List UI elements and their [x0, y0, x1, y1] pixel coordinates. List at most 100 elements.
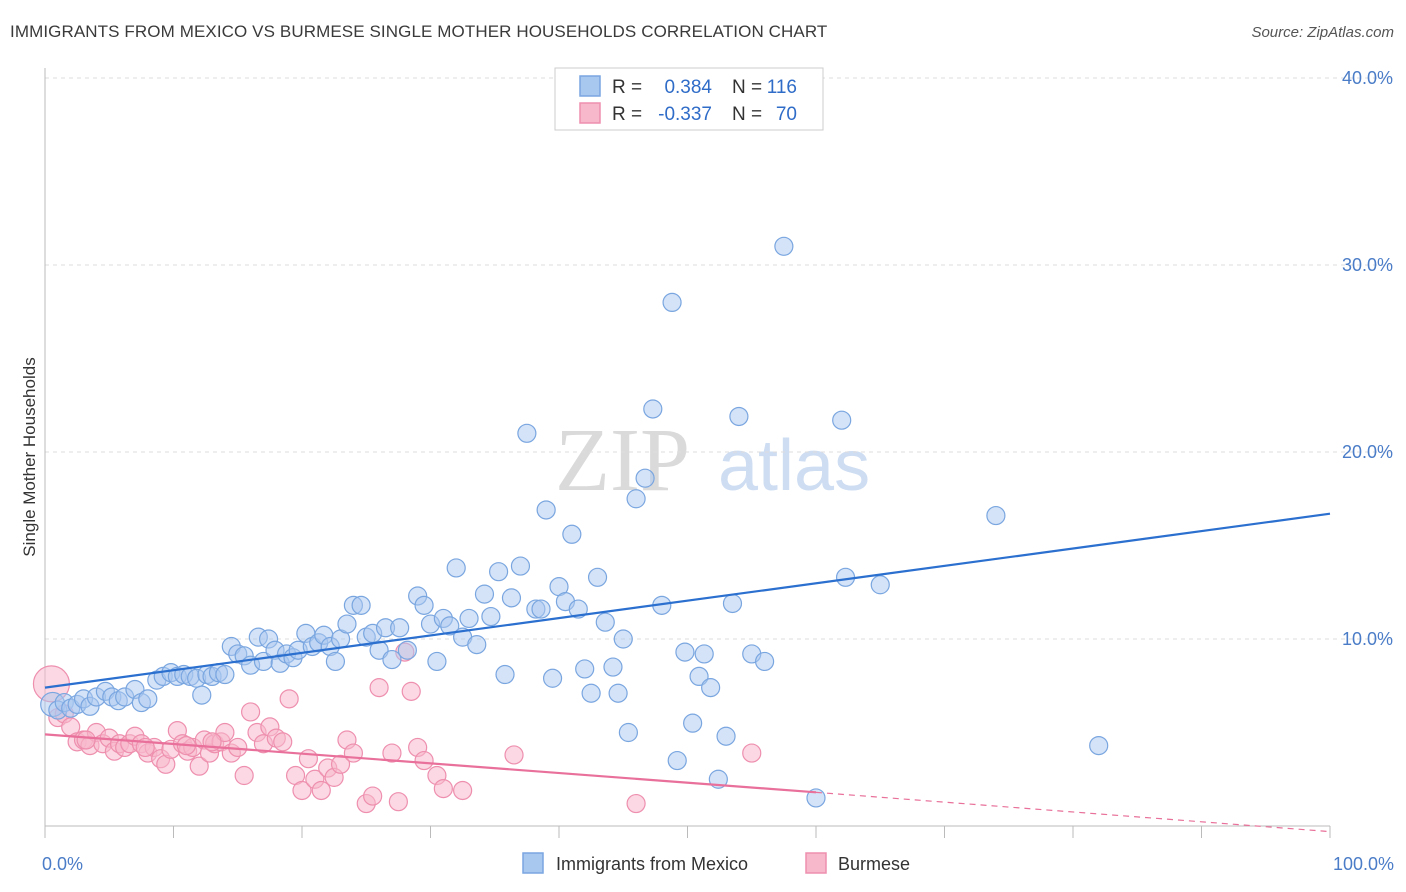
- mexico-point: [414, 595, 434, 615]
- legend-r-value-mexico: 0.384: [664, 77, 712, 98]
- x-tick-label-max: 100.0%: [1333, 854, 1394, 874]
- series-legend-label-mexico: Immigrants from Mexico: [556, 854, 748, 874]
- burmese-trend-extension: [815, 791, 1331, 833]
- mexico-point: [832, 410, 852, 430]
- mexico-point: [459, 608, 479, 629]
- mexico-point: [517, 423, 537, 443]
- mexico-point: [675, 642, 695, 662]
- y-axis-label: Single Mother Households: [20, 357, 39, 556]
- burmese-point: [742, 743, 762, 763]
- mexico-point: [501, 588, 522, 608]
- burmese-point: [298, 749, 319, 769]
- mexico-point: [603, 657, 623, 677]
- mexico-point: [489, 562, 509, 582]
- mexico-point: [427, 651, 447, 672]
- y-tick-label: 40.0%: [1342, 68, 1393, 88]
- burmese-trend-line: [44, 733, 817, 794]
- burmese-series: [32, 642, 762, 814]
- mexico-point: [575, 659, 595, 679]
- burmese-point: [414, 750, 434, 771]
- burmese-point: [273, 732, 293, 752]
- mexico-point: [542, 668, 563, 688]
- trend-lines: [44, 512, 1331, 833]
- series-legend-swatch-mexico: [522, 852, 544, 874]
- x-ticks: [44, 826, 1331, 838]
- mexico-point: [1089, 735, 1109, 756]
- watermark-zip: ZIP: [555, 411, 690, 510]
- legend-r-value-burmese: -0.337: [658, 104, 712, 125]
- burmese-point: [215, 722, 235, 743]
- mexico-point: [683, 713, 703, 733]
- mexico-point: [613, 629, 633, 649]
- mexico-point: [325, 651, 346, 672]
- stats-legend: R = 0.384 N = 116 R = -0.337 N = 70: [554, 67, 824, 131]
- burmese-point: [453, 780, 473, 801]
- mexico-point: [440, 616, 460, 636]
- mexico-point: [192, 685, 212, 705]
- burmese-point: [234, 765, 254, 786]
- legend-r-label-burmese: R =: [612, 104, 642, 125]
- legend-n-value-burmese: 70: [776, 104, 797, 125]
- mexico-point: [716, 726, 736, 746]
- mexico-point: [587, 567, 608, 587]
- burmese-point: [279, 689, 299, 709]
- burmese-point: [433, 778, 453, 799]
- mexico-point: [774, 236, 794, 256]
- mexico-point: [626, 489, 646, 509]
- chart-source: Source: ZipAtlas.com: [1251, 24, 1394, 41]
- legend-swatch-burmese: [579, 102, 601, 124]
- y-tick-label: 20.0%: [1342, 442, 1393, 462]
- mexico-point: [667, 750, 687, 771]
- burmese-point: [382, 743, 402, 763]
- grid: [45, 77, 1392, 640]
- y-tick-label: 30.0%: [1342, 255, 1393, 275]
- legend-n-label-mexico: N =: [732, 77, 762, 98]
- burmese-point: [343, 743, 363, 763]
- mexico-point: [481, 606, 501, 627]
- mexico-point: [581, 683, 601, 703]
- mexico-point: [662, 292, 682, 312]
- watermark: ZIP atlas: [555, 411, 870, 510]
- mexico-point: [870, 575, 890, 595]
- mexico-point: [446, 558, 466, 578]
- burmese-point: [311, 780, 331, 801]
- mexico-point: [835, 567, 856, 587]
- y-tick-labels: 10.0% 20.0% 30.0% 40.0%: [1342, 68, 1393, 649]
- mexico-point: [618, 722, 638, 743]
- mexico-point: [562, 524, 582, 544]
- mexico-point: [722, 593, 743, 614]
- mexico-point: [729, 406, 749, 427]
- mexico-point: [474, 584, 495, 604]
- burmese-point: [369, 678, 389, 698]
- mexico-point: [337, 614, 357, 634]
- legend-swatch-mexico: [579, 75, 601, 97]
- mexico-point: [510, 556, 531, 576]
- burmese-point: [504, 745, 524, 765]
- mexico-series: [40, 236, 1109, 808]
- mexico-point: [382, 649, 402, 670]
- series-legend-label-burmese: Burmese: [838, 854, 910, 874]
- mexico-point: [754, 651, 775, 672]
- watermark-atlas: atlas: [718, 426, 870, 506]
- legend-r-label-mexico: R =: [612, 77, 642, 98]
- burmese-point: [330, 754, 351, 774]
- mexico-point: [531, 599, 551, 619]
- burmese-point: [388, 792, 408, 812]
- mexico-point: [495, 664, 515, 685]
- burmese-point: [401, 681, 421, 701]
- mexico-point: [689, 666, 709, 687]
- burmese-point: [189, 756, 209, 776]
- series-legend: Immigrants from Mexico Burmese: [522, 852, 910, 874]
- series-legend-swatch-burmese: [805, 852, 827, 874]
- mexico-point: [635, 468, 655, 488]
- mexico-point: [390, 618, 410, 638]
- chart-title: IMMIGRANTS FROM MEXICO VS BURMESE SINGLE…: [10, 22, 828, 41]
- burmese-point: [292, 780, 312, 801]
- burmese-point: [76, 730, 96, 750]
- mexico-point: [369, 640, 389, 660]
- x-tick-label-min: 0.0%: [42, 854, 83, 874]
- mexico-point: [536, 500, 556, 520]
- mexico-point: [694, 644, 714, 664]
- mexico-point: [806, 788, 826, 808]
